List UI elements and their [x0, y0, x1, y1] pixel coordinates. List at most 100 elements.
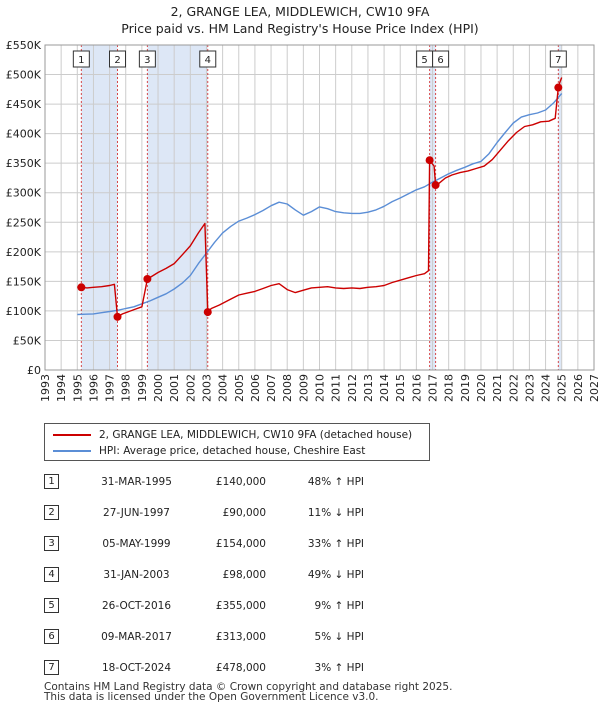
legend-swatch-hpi — [53, 450, 91, 452]
sale-date: 31-JAN-2003 — [103, 569, 170, 581]
sale-date: 31-MAR-1995 — [101, 476, 172, 488]
sale-label-text: 4 — [205, 55, 211, 66]
sale-point — [554, 83, 563, 92]
chart-title: 2, GRANGE LEA, MIDDLEWICH, CW10 9FA Pric… — [0, 3, 600, 37]
x-tick-label: 2001 — [168, 374, 181, 402]
x-tick-label: 2006 — [249, 374, 262, 402]
x-tick-label: 2003 — [200, 374, 213, 402]
x-tick-label: 1997 — [104, 374, 117, 402]
sale-label-box: 4 — [199, 50, 217, 68]
footer-copyright: Contains HM Land Registry data © Crown c… — [44, 681, 453, 693]
legend-item-property: 2, GRANGE LEA, MIDDLEWICH, CW10 9FA (det… — [53, 427, 412, 443]
x-tick-label: 2021 — [491, 374, 504, 402]
sale-number-badge: 4 — [44, 567, 59, 582]
sale-label-text: 7 — [555, 55, 561, 66]
sale-label-text: 3 — [144, 55, 150, 66]
y-tick-label: £350K — [6, 157, 42, 170]
y-tick-label: £400K — [6, 128, 42, 141]
sale-hpi-diff: 33% ↑ HPI — [307, 538, 364, 550]
y-tick-label: £0 — [27, 364, 41, 377]
sale-label-text: 2 — [114, 55, 120, 66]
sale-label-frame — [199, 50, 217, 68]
x-tick-label: 2012 — [346, 374, 359, 402]
sale-price: £140,000 — [215, 476, 266, 488]
sale-label-frame — [549, 50, 567, 68]
sale-date: 05-MAY-1999 — [102, 538, 171, 550]
table-row: 1 31-MAR-1995 £140,000 48% ↑ HPI — [44, 472, 384, 494]
sale-label-text: 1 — [78, 55, 84, 66]
footer-licence: This data is licensed under the Open Gov… — [44, 691, 379, 703]
shaded-period — [81, 45, 118, 370]
shaded-period — [147, 45, 208, 370]
sale-point — [431, 181, 440, 190]
legend-label-hpi: HPI: Average price, detached house, Ches… — [99, 445, 366, 457]
sale-label-frame — [138, 50, 156, 68]
x-tick-label: 2000 — [152, 374, 165, 402]
y-tick-label: £250K — [6, 216, 42, 229]
table-row: 4 31-JAN-2003 £98,000 49% ↓ HPI — [44, 565, 384, 587]
sale-hpi-diff: 49% ↓ HPI — [307, 569, 364, 581]
y-tick-label: £100K — [6, 305, 42, 318]
x-tick-label: 2025 — [556, 374, 569, 402]
sale-point — [203, 308, 212, 317]
x-tick-label: 2024 — [540, 374, 553, 402]
sale-point — [425, 156, 434, 165]
footer: Contains HM Land Registry data © Crown c… — [44, 681, 453, 703]
x-tick-label: 2020 — [475, 374, 488, 402]
table-row: 6 09-MAR-2017 £313,000 5% ↓ HPI — [44, 627, 384, 649]
sale-price: £355,000 — [215, 600, 266, 612]
sale-point — [77, 283, 86, 292]
x-tick-label: 2011 — [330, 374, 343, 402]
legend-item-hpi: HPI: Average price, detached house, Ches… — [53, 443, 365, 459]
y-tick-label: £550K — [6, 39, 42, 52]
y-tick-label: £450K — [6, 98, 42, 111]
title-line-2: Price paid vs. HM Land Registry's House … — [121, 21, 479, 36]
sale-price: £313,000 — [215, 631, 266, 643]
shaded-period — [558, 45, 562, 370]
x-tick-label: 2017 — [427, 374, 440, 402]
x-tick-label: 2007 — [265, 374, 278, 402]
sale-hpi-diff: 5% ↓ HPI — [314, 631, 364, 643]
sale-label-frame — [72, 50, 90, 68]
y-tick-label: £300K — [6, 187, 42, 200]
y-tick-label: £150K — [6, 275, 42, 288]
sale-date: 27-JUN-1997 — [103, 507, 170, 519]
x-tick-label: 2010 — [314, 374, 327, 402]
x-tick-label: 2016 — [410, 374, 423, 402]
legend-swatch-property — [53, 434, 91, 436]
x-tick-label: 2018 — [443, 374, 456, 402]
sale-price: £90,000 — [222, 507, 266, 519]
x-tick-label: 2026 — [572, 374, 585, 402]
price-chart: 1 2 3 4 5 6 7 £0 £50K £100K £150K £200K £250K £300K £3… — [6, 39, 600, 402]
x-tick-label: 2027 — [588, 374, 600, 402]
x-tick-label: 1996 — [87, 374, 100, 402]
x-tick-label: 2005 — [233, 374, 246, 402]
sale-label-box: 6 — [432, 50, 450, 68]
sale-hpi-diff: 9% ↑ HPI — [314, 600, 364, 612]
sale-price: £98,000 — [222, 569, 266, 581]
y-tick-label: £200K — [6, 246, 42, 259]
sale-label-box: 1 — [72, 50, 90, 68]
sale-label-text: 6 — [437, 55, 443, 66]
x-tick-label: 2019 — [459, 374, 472, 402]
x-tick-label: 2009 — [297, 374, 310, 402]
x-tick-label: 1998 — [120, 374, 133, 402]
sale-label-frame — [432, 50, 450, 68]
x-tick-label: 2014 — [378, 374, 391, 402]
sale-date: 26-OCT-2016 — [102, 600, 171, 612]
table-row: 3 05-MAY-1999 £154,000 33% ↑ HPI — [44, 534, 384, 556]
title-line-1: 2, GRANGE LEA, MIDDLEWICH, CW10 9FA — [170, 4, 430, 19]
sale-hpi-diff: 3% ↑ HPI — [314, 662, 364, 674]
sale-number-badge: 5 — [44, 598, 59, 613]
hpi-series-line — [77, 93, 563, 316]
x-tick-label: 1994 — [55, 374, 68, 402]
sale-hpi-diff: 48% ↑ HPI — [307, 476, 364, 488]
sale-label-box: 7 — [549, 50, 567, 68]
sale-price: £154,000 — [215, 538, 266, 550]
sale-price: £478,000 — [215, 662, 266, 674]
sale-label-text: 5 — [421, 55, 427, 66]
x-tick-label: 2022 — [507, 374, 520, 402]
sale-number-badge: 1 — [44, 474, 59, 489]
x-tick-label: 2002 — [184, 374, 197, 402]
x-tick-label: 1999 — [136, 374, 149, 402]
